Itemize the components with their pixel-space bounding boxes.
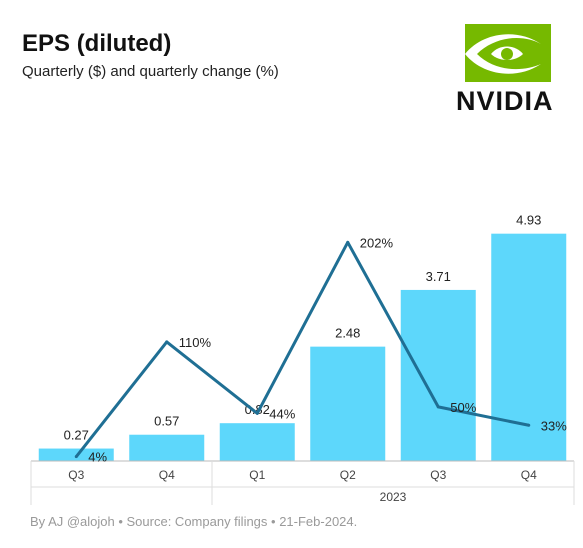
x-tick-label: Q3: [68, 468, 84, 482]
bar-value-label: 0.27: [64, 428, 89, 443]
bar: [491, 233, 567, 461]
bar-value-label: 2.48: [335, 326, 360, 341]
bar: [310, 346, 386, 461]
line-point: [255, 411, 259, 415]
x-tick-label: Q1: [249, 468, 265, 482]
line-value-label: 4%: [88, 450, 107, 465]
year-label: 2023: [380, 490, 407, 504]
line-value-label: 50%: [450, 400, 476, 415]
x-tick-label: Q3: [430, 468, 446, 482]
source-footer: By AJ @alojoh • Source: Company filings …: [30, 514, 358, 529]
nvidia-wordmark: NVIDIA: [456, 86, 554, 116]
line-value-label: 202%: [360, 235, 394, 250]
x-tick-label: Q4: [521, 468, 537, 482]
chart-subtitle: Quarterly ($) and quarterly change (%): [22, 63, 279, 80]
line-point: [165, 340, 169, 344]
nvidia-eye-icon: [465, 24, 551, 82]
bar-value-label: 0.82: [245, 402, 270, 417]
bar: [400, 289, 476, 461]
x-tick-label: Q2: [340, 468, 356, 482]
line-value-label: 110%: [179, 335, 212, 350]
line-point: [74, 455, 78, 459]
bar-value-label: 4.93: [516, 213, 541, 228]
line-value-label: 33%: [541, 418, 567, 433]
line-value-label: 44%: [269, 406, 295, 421]
bar-value-label: 3.71: [426, 269, 451, 284]
bar: [129, 434, 205, 461]
bar: [219, 423, 295, 461]
line-point: [527, 423, 531, 427]
line-point: [346, 240, 350, 244]
bar-value-label: 0.57: [154, 414, 179, 429]
change-line: [75, 240, 530, 458]
chart-title: EPS (diluted): [22, 30, 172, 57]
x-tick-label: Q4: [159, 468, 175, 482]
line-point: [436, 405, 440, 409]
